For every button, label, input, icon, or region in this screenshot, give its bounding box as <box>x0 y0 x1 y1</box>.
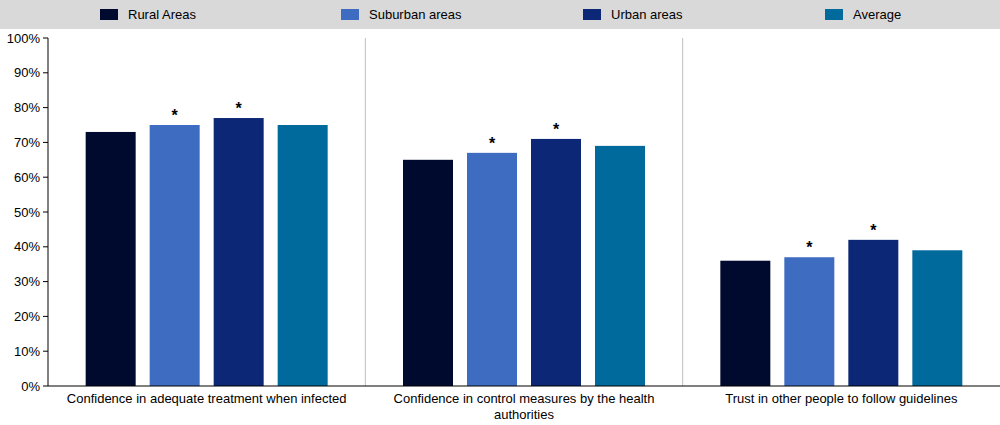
category-label: Confidence in control measures by the he… <box>394 391 655 422</box>
category-label-line: Confidence in adequate treatment when in… <box>67 391 347 406</box>
bar <box>784 257 834 386</box>
y-tick-label: 60% <box>14 170 40 185</box>
bars <box>86 118 963 386</box>
bar <box>595 146 645 386</box>
chart: Rural Areas Suburban areas Urban areas Aver… <box>0 0 1000 425</box>
bar <box>912 250 962 386</box>
legend-label: Average <box>853 7 901 22</box>
bar <box>848 240 898 386</box>
legend-label: Urban areas <box>611 7 683 22</box>
group-separator <box>682 38 683 386</box>
category-label-line: Confidence in control measures by the he… <box>394 391 655 406</box>
y-tick-label: 30% <box>14 274 40 289</box>
y-tick-label: 40% <box>14 239 40 254</box>
y-tick <box>43 386 48 387</box>
y-tick-label: 50% <box>14 205 40 220</box>
y-tick <box>43 177 48 178</box>
bar <box>214 118 264 386</box>
y-tick <box>43 246 48 247</box>
category-label: Trust in other people to follow guidelin… <box>725 391 958 406</box>
y-tick-label: 10% <box>14 344 40 359</box>
legend-swatch <box>583 9 601 20</box>
y-tick <box>43 316 48 317</box>
annotation: * <box>236 100 243 117</box>
y-tick <box>43 142 48 143</box>
annotation: * <box>870 222 877 239</box>
y-tick-label: 70% <box>14 135 40 150</box>
legend-swatch <box>341 9 359 20</box>
bar <box>531 139 581 386</box>
y-tick <box>43 351 48 352</box>
legend-swatch <box>825 9 843 20</box>
legend-label: Rural Areas <box>128 7 196 22</box>
y-tick-label: 90% <box>14 65 40 80</box>
y-tick-label: 20% <box>14 309 40 324</box>
y-tick <box>43 72 48 73</box>
y-tick <box>43 107 48 108</box>
category-label-line: Trust in other people to follow guidelin… <box>725 391 958 406</box>
y-tick <box>43 281 48 282</box>
x-axis <box>48 386 1000 387</box>
annotation: * <box>806 239 813 256</box>
legend-swatch <box>100 9 118 20</box>
legend-background <box>0 0 1000 29</box>
y-tick-label: 0% <box>21 379 40 394</box>
group-separator <box>365 38 366 386</box>
bar <box>278 125 328 386</box>
y-tick-label: 80% <box>14 100 40 115</box>
bar <box>86 132 136 386</box>
bar <box>150 125 200 386</box>
category-label-line: authorities <box>494 407 554 422</box>
bar <box>403 160 453 386</box>
bar <box>467 153 517 386</box>
category-label: Confidence in adequate treatment when in… <box>67 391 347 406</box>
annotation: * <box>172 107 179 124</box>
bar <box>720 261 770 386</box>
annotation: * <box>553 121 560 138</box>
legend-label: Suburban areas <box>369 7 462 22</box>
y-tick <box>43 212 48 213</box>
y-tick <box>43 38 48 39</box>
y-tick-label: 100% <box>7 31 41 46</box>
annotation: * <box>489 135 496 152</box>
